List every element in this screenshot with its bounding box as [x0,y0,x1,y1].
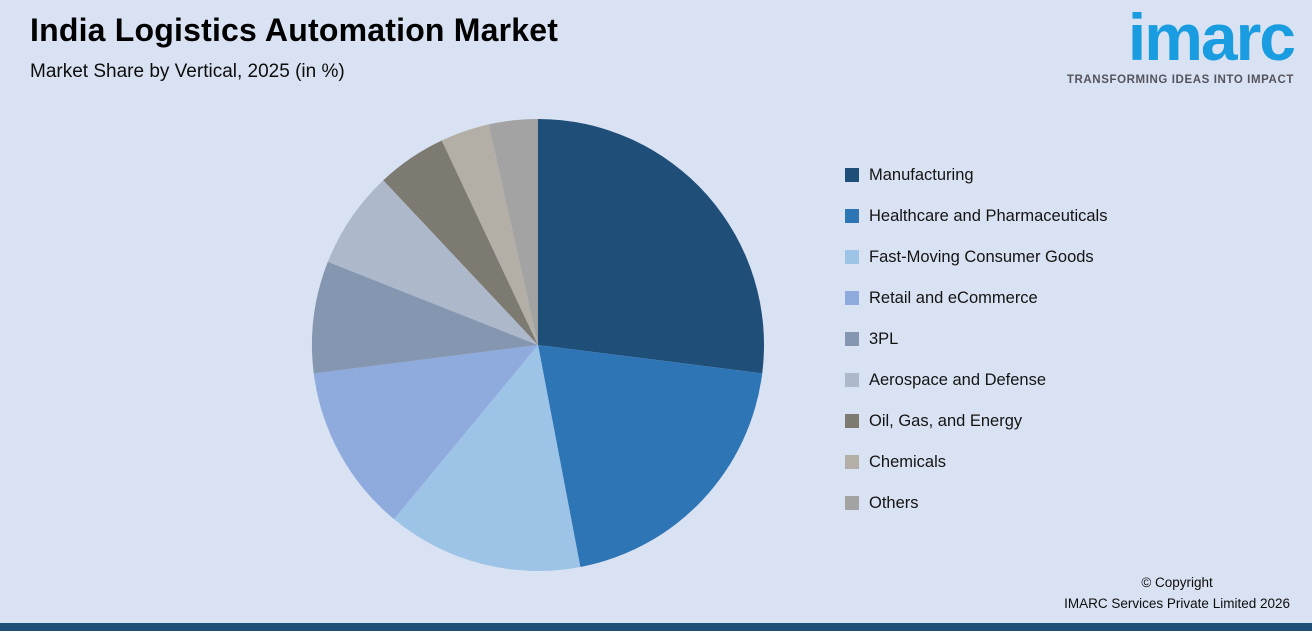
legend-swatch-aerospace-and-defense [845,373,859,387]
pie-chart-container [310,117,766,573]
legend-item-aerospace-and-defense: Aerospace and Defense [845,369,1107,391]
legend-label-aerospace-and-defense: Aerospace and Defense [869,370,1047,389]
copyright-block: © Copyright IMARC Services Private Limit… [1064,573,1290,615]
legend-label-3pl: 3PL [869,329,899,348]
imarc-logo-tagline: TRANSFORMING IDEAS INTO IMPACT [1066,74,1294,86]
legend-label-healthcare-and-pharmaceuticals: Healthcare and Pharmaceuticals [869,206,1108,225]
pie-slice-3pl [311,261,538,374]
copyright-line2: IMARC Services Private Limited 2026 [1064,596,1290,612]
imarc-logo-wordmark: imarc [1127,0,1296,74]
legend-item-oil-gas-and-energy: Oil, Gas, and Energy [845,410,1107,432]
legend-swatch-retail-and-ecommerce [845,291,859,305]
pie-slice-others [488,118,538,345]
chart-subtitle: Market Share by Vertical, 2025 (in %) [30,61,345,82]
legend-item-healthcare-and-pharmaceuticals: Healthcare and Pharmaceuticals [845,205,1107,227]
legend-item-retail-and-ecommerce: Retail and eCommerce [845,287,1107,309]
legend-swatch-healthcare-and-pharmaceuticals [845,209,859,223]
legend-swatch-3pl [845,332,859,346]
pie-slice-oil-gas-and-energy [383,140,538,345]
legend-label-others: Others [869,493,919,512]
legend-item-chemicals: Chemicals [845,451,1107,473]
legend-item-fast-moving-consumer-goods: Fast-Moving Consumer Goods [845,246,1107,268]
legend-swatch-fast-moving-consumer-goods [845,250,859,264]
bottom-accent-bar [0,623,1312,631]
legend-label-fast-moving-consumer-goods: Fast-Moving Consumer Goods [869,247,1094,266]
legend-label-oil-gas-and-energy: Oil, Gas, and Energy [869,411,1023,430]
legend-swatch-others [845,496,859,510]
pie-slice-aerospace-and-defense [327,180,538,345]
pie-slice-retail-and-ecommerce [313,345,538,520]
pie-slice-healthcare-and-pharmaceuticals [538,345,763,568]
copyright-line1: © Copyright [1141,575,1213,591]
legend-swatch-manufacturing [845,168,859,182]
pie-chart [311,118,765,572]
pie-slice-chemicals [441,124,538,345]
pie-slice-fast-moving-consumer-goods [393,345,581,572]
legend-item-others: Others [845,492,1107,514]
legend-item-3pl: 3PL [845,328,1107,350]
legend-swatch-oil-gas-and-energy [845,414,859,428]
legend-label-manufacturing: Manufacturing [869,165,974,184]
legend-item-manufacturing: Manufacturing [845,164,1107,186]
legend-label-retail-and-ecommerce: Retail and eCommerce [869,288,1038,307]
chart-legend: Manufacturing Healthcare and Pharmaceutic… [845,164,1107,533]
chart-title: India Logistics Automation Market [30,12,559,48]
imarc-logo: imarc TRANSFORMING IDEAS INTO IMPACT [1066,0,1296,86]
pie-slice-manufacturing [538,118,765,374]
legend-swatch-chemicals [845,455,859,469]
legend-label-chemicals: Chemicals [869,452,947,471]
